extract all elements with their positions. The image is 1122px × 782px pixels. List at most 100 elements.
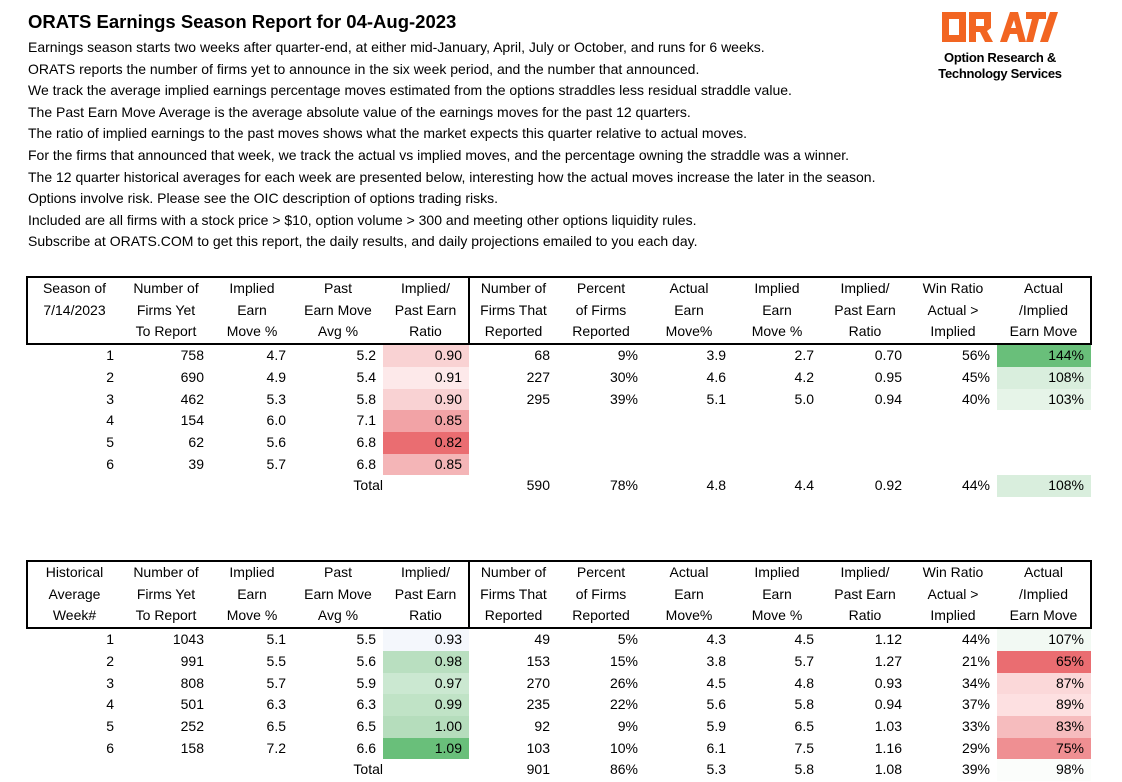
table-cell: 9% bbox=[617, 717, 638, 734]
table-cell: 33% bbox=[961, 717, 990, 734]
table-cell: 154 bbox=[180, 412, 204, 429]
table-cell bbox=[909, 432, 997, 454]
table-row: 3 462 5.3 5.8 0.90 295 39% 5.1 5.0 0.94 40% 103% bbox=[27, 388, 1091, 411]
empty-cell bbox=[211, 759, 293, 781]
table-cell: 7.2 bbox=[266, 739, 286, 756]
header-row: Average Firms Yet Earn Earn Move Past Earn Fi… bbox=[26, 583, 1092, 606]
description-line: The ratio of implied earnings to the pas… bbox=[28, 125, 748, 142]
column-header: Earn bbox=[237, 585, 267, 602]
column-header: Past bbox=[293, 276, 383, 300]
table-cell: 1.09 bbox=[383, 737, 469, 760]
column-header: Implied bbox=[733, 560, 821, 584]
column-header: Number of bbox=[121, 560, 211, 584]
table-cell: 34% bbox=[961, 674, 990, 691]
table-cell: 6 bbox=[106, 739, 114, 756]
table-cell: 5.0 bbox=[794, 390, 814, 407]
column-header: Earn bbox=[762, 301, 792, 318]
total-cell: 44% bbox=[961, 477, 990, 494]
table-cell: 6.5 bbox=[356, 717, 376, 734]
table-cell: 5.1 bbox=[266, 631, 286, 648]
column-header: Firms Yet bbox=[136, 301, 196, 318]
column-header: Ratio bbox=[821, 321, 909, 346]
table-cell: 4 bbox=[106, 412, 114, 429]
column-header: /Implied bbox=[997, 583, 1092, 606]
table-cell: 4.6 bbox=[706, 368, 726, 385]
empty-cell bbox=[121, 759, 211, 781]
table-cell: 56% bbox=[961, 347, 990, 364]
column-header: Avg % bbox=[293, 321, 383, 346]
column-header: Reported bbox=[557, 321, 645, 346]
total-label: Total bbox=[353, 761, 383, 778]
column-header: Number of bbox=[469, 276, 557, 300]
table-cell: 2 bbox=[106, 368, 114, 385]
total-cell: 108% bbox=[997, 475, 1091, 498]
table-cell: 87% bbox=[997, 672, 1091, 695]
table-cell: 62 bbox=[188, 433, 204, 450]
total-cell: 901 bbox=[526, 761, 550, 778]
table-cell: 252 bbox=[180, 717, 204, 734]
column-header: Earn Move bbox=[997, 321, 1092, 346]
description-line: ORATS reports the number of firms yet to… bbox=[28, 60, 700, 77]
header-row: 7/14/2023 Firms Yet Earn Earn Move Past Earn… bbox=[26, 299, 1092, 322]
table-cell: 4 bbox=[106, 696, 114, 713]
table-cell: 3.9 bbox=[706, 347, 726, 364]
table-cell bbox=[909, 410, 997, 432]
table-cell: 0.97 bbox=[383, 672, 469, 695]
table-row: 6 39 5.7 6.8 0.85 bbox=[27, 453, 1091, 476]
table-cell: 144% bbox=[997, 344, 1091, 367]
table-cell: 4.3 bbox=[706, 631, 726, 648]
table-cell: 5.3 bbox=[266, 390, 286, 407]
report-description: Earnings season starts two weeks after q… bbox=[28, 37, 876, 253]
table-cell bbox=[557, 410, 645, 432]
column-header: Implied bbox=[211, 276, 293, 300]
table-cell: 0.82 bbox=[383, 431, 469, 454]
logo-tagline-line2: Technology Services bbox=[938, 66, 1062, 81]
table-cell: 5.7 bbox=[266, 455, 286, 472]
table-cell: 0.85 bbox=[383, 453, 469, 476]
table-cell: 107% bbox=[997, 628, 1091, 651]
table-cell bbox=[557, 432, 645, 454]
table-cell: 40% bbox=[961, 390, 990, 407]
column-header: Past Earn bbox=[383, 299, 470, 322]
column-header: Earn bbox=[674, 585, 704, 602]
table-cell: 4.2 bbox=[794, 368, 814, 385]
column-header: Implied/ bbox=[821, 560, 909, 584]
table-cell: 295 bbox=[526, 390, 550, 407]
column-header: Firms Yet bbox=[136, 585, 196, 602]
table-cell: 1.16 bbox=[874, 739, 902, 756]
table-cell: 5.7 bbox=[266, 674, 286, 691]
table-cell bbox=[557, 454, 645, 476]
table-cell: 5.5 bbox=[356, 631, 376, 648]
description-line: Earnings season starts two weeks after q… bbox=[28, 39, 765, 55]
column-header: To Report bbox=[121, 605, 211, 630]
table-cell: 5.5 bbox=[266, 652, 286, 669]
column-header: Implied bbox=[909, 321, 997, 346]
column-header: Earn bbox=[762, 585, 792, 602]
table-cell: 6.8 bbox=[356, 455, 376, 472]
table-cell: 15% bbox=[609, 652, 638, 669]
table-cell: 808 bbox=[180, 674, 204, 691]
table-cell: 6.5 bbox=[266, 717, 286, 734]
total-row: Total 590 78% 4.8 4.4 0.92 44% 108% bbox=[27, 475, 1091, 498]
column-header: Past Earn bbox=[834, 301, 896, 318]
table-cell: 68 bbox=[534, 347, 550, 364]
table-cell: 0.90 bbox=[383, 344, 469, 367]
table-row: 3 808 5.7 5.9 0.97 270 26% 4.5 4.8 0.93 34% 87% bbox=[27, 672, 1091, 695]
table-cell: 22% bbox=[609, 696, 638, 713]
table-cell: 5.8 bbox=[356, 390, 376, 407]
table-cell: 4.8 bbox=[794, 674, 814, 691]
table-cell: 4.5 bbox=[706, 674, 726, 691]
header-row: Week# To Report Move % Avg % Ratio Reported Re… bbox=[26, 605, 1092, 630]
table-cell: 83% bbox=[997, 715, 1091, 738]
total-cell: 5.3 bbox=[706, 761, 726, 778]
table-cell: 44% bbox=[961, 631, 990, 648]
current-season-table: Season of Number of Implied Past Implied/Num… bbox=[26, 276, 1092, 498]
table-cell: 45% bbox=[961, 368, 990, 385]
header-row: Season of Number of Implied Past Implied/Num… bbox=[26, 276, 1092, 300]
column-header: Win Ratio bbox=[909, 276, 997, 300]
table-cell: 9% bbox=[617, 347, 638, 364]
table-row: 2 991 5.5 5.6 0.98 153 15% 3.8 5.7 1.27 21% 65% bbox=[27, 650, 1091, 673]
table-cell bbox=[821, 410, 909, 432]
column-header: Actual bbox=[645, 560, 733, 584]
total-cell: 4.4 bbox=[794, 477, 814, 494]
